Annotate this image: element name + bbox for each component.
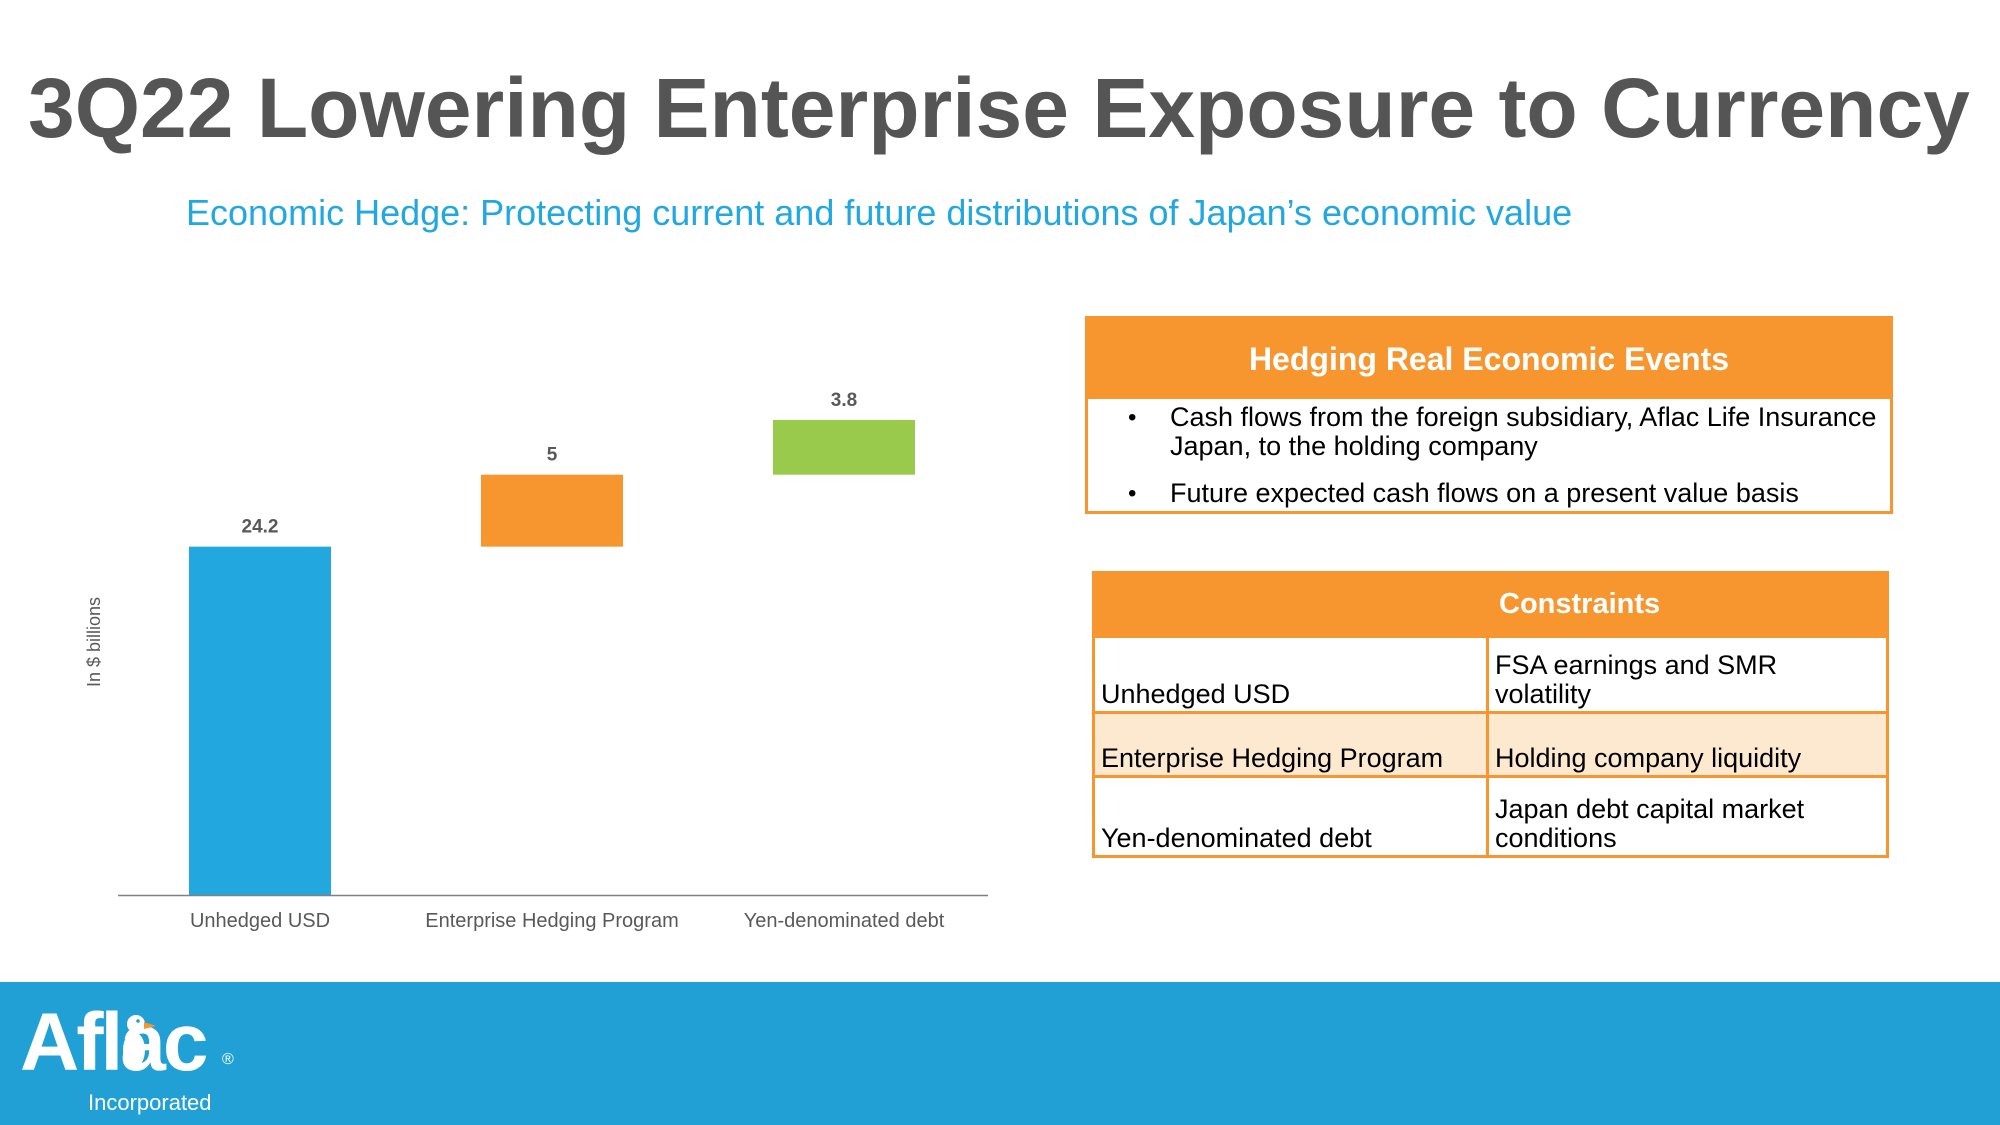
footer-bar: Aflac ® Incorporated — [0, 982, 2000, 1125]
category-label-3: Yen-denominated debt — [744, 910, 945, 932]
bar-3 — [773, 420, 915, 475]
duck-icon — [123, 1015, 156, 1068]
constraints-table: Constraints Unhedged USD FSA earnings an… — [1092, 571, 1889, 858]
data-label-1: 24.2 — [242, 517, 279, 538]
hedging-event-text: Future expected cash flows on a present … — [1170, 478, 1799, 508]
slide-subtitle: Economic Hedge: Protecting current and f… — [186, 192, 1573, 233]
hedging-event-item: • Future expected cash flows on a presen… — [1128, 479, 1890, 508]
waterfall-chart: In $ billions 24.2 Unhedged USD 5 Enterprise… — [70, 390, 1010, 950]
category-label-2: Enterprise Hedging Program — [425, 910, 678, 932]
table-header-program — [1092, 571, 1489, 638]
slide-title: 3Q22 Lowering Enterprise Exposure to Cur… — [28, 61, 1970, 155]
table-cell-constraint: Japan debt capital market conditions — [1486, 775, 1889, 858]
hedging-events-box: Hedging Real Economic Events • Cash flow… — [1085, 316, 1893, 514]
bullet-icon: • — [1128, 404, 1137, 431]
aflac-logo[interactable]: Aflac ® Incorporated — [20, 996, 280, 1116]
table-row: Yen-denominated debt Japan debt capital … — [1092, 775, 1889, 858]
y-axis-label: In $ billions — [84, 597, 104, 687]
table-cell-program: Yen-denominated debt — [1092, 775, 1489, 858]
data-label-3: 3.8 — [831, 390, 857, 411]
hedging-events-list: • Cash flows from the foreign subsidiary… — [1088, 399, 1890, 508]
category-label-1: Unhedged USD — [190, 910, 330, 932]
data-label-2: 5 — [547, 445, 558, 466]
table-cell-program: Enterprise Hedging Program — [1092, 711, 1489, 778]
table-cell-constraint: Holding company liquidity — [1486, 711, 1889, 778]
logo-registered-mark: ® — [222, 1051, 234, 1068]
table-row: Enterprise Hedging Program Holding compa… — [1092, 711, 1889, 778]
logo-subtext: Incorporated — [88, 1090, 212, 1115]
hedging-events-header: Hedging Real Economic Events — [1088, 319, 1890, 399]
table-cell-constraint: FSA earnings and SMR volatility — [1486, 635, 1889, 714]
table-row: Unhedged USD FSA earnings and SMR volati… — [1092, 635, 1889, 714]
logo-wordmark: Aflac — [20, 997, 209, 1088]
table-header-constraints: Constraints — [1486, 571, 1889, 638]
hedging-event-item: • Cash flows from the foreign subsidiary… — [1128, 403, 1890, 461]
table-header-row: Constraints — [1092, 571, 1889, 638]
bar-1 — [189, 546, 331, 895]
table-cell-program: Unhedged USD — [1092, 635, 1489, 714]
chart-svg: In $ billions 24.2 Unhedged USD 5 Enterprise… — [84, 390, 988, 932]
hedging-event-text: Cash flows from the foreign subsidiary, … — [1170, 402, 1877, 461]
bullet-icon: • — [1128, 480, 1137, 507]
bar-2 — [481, 474, 623, 547]
